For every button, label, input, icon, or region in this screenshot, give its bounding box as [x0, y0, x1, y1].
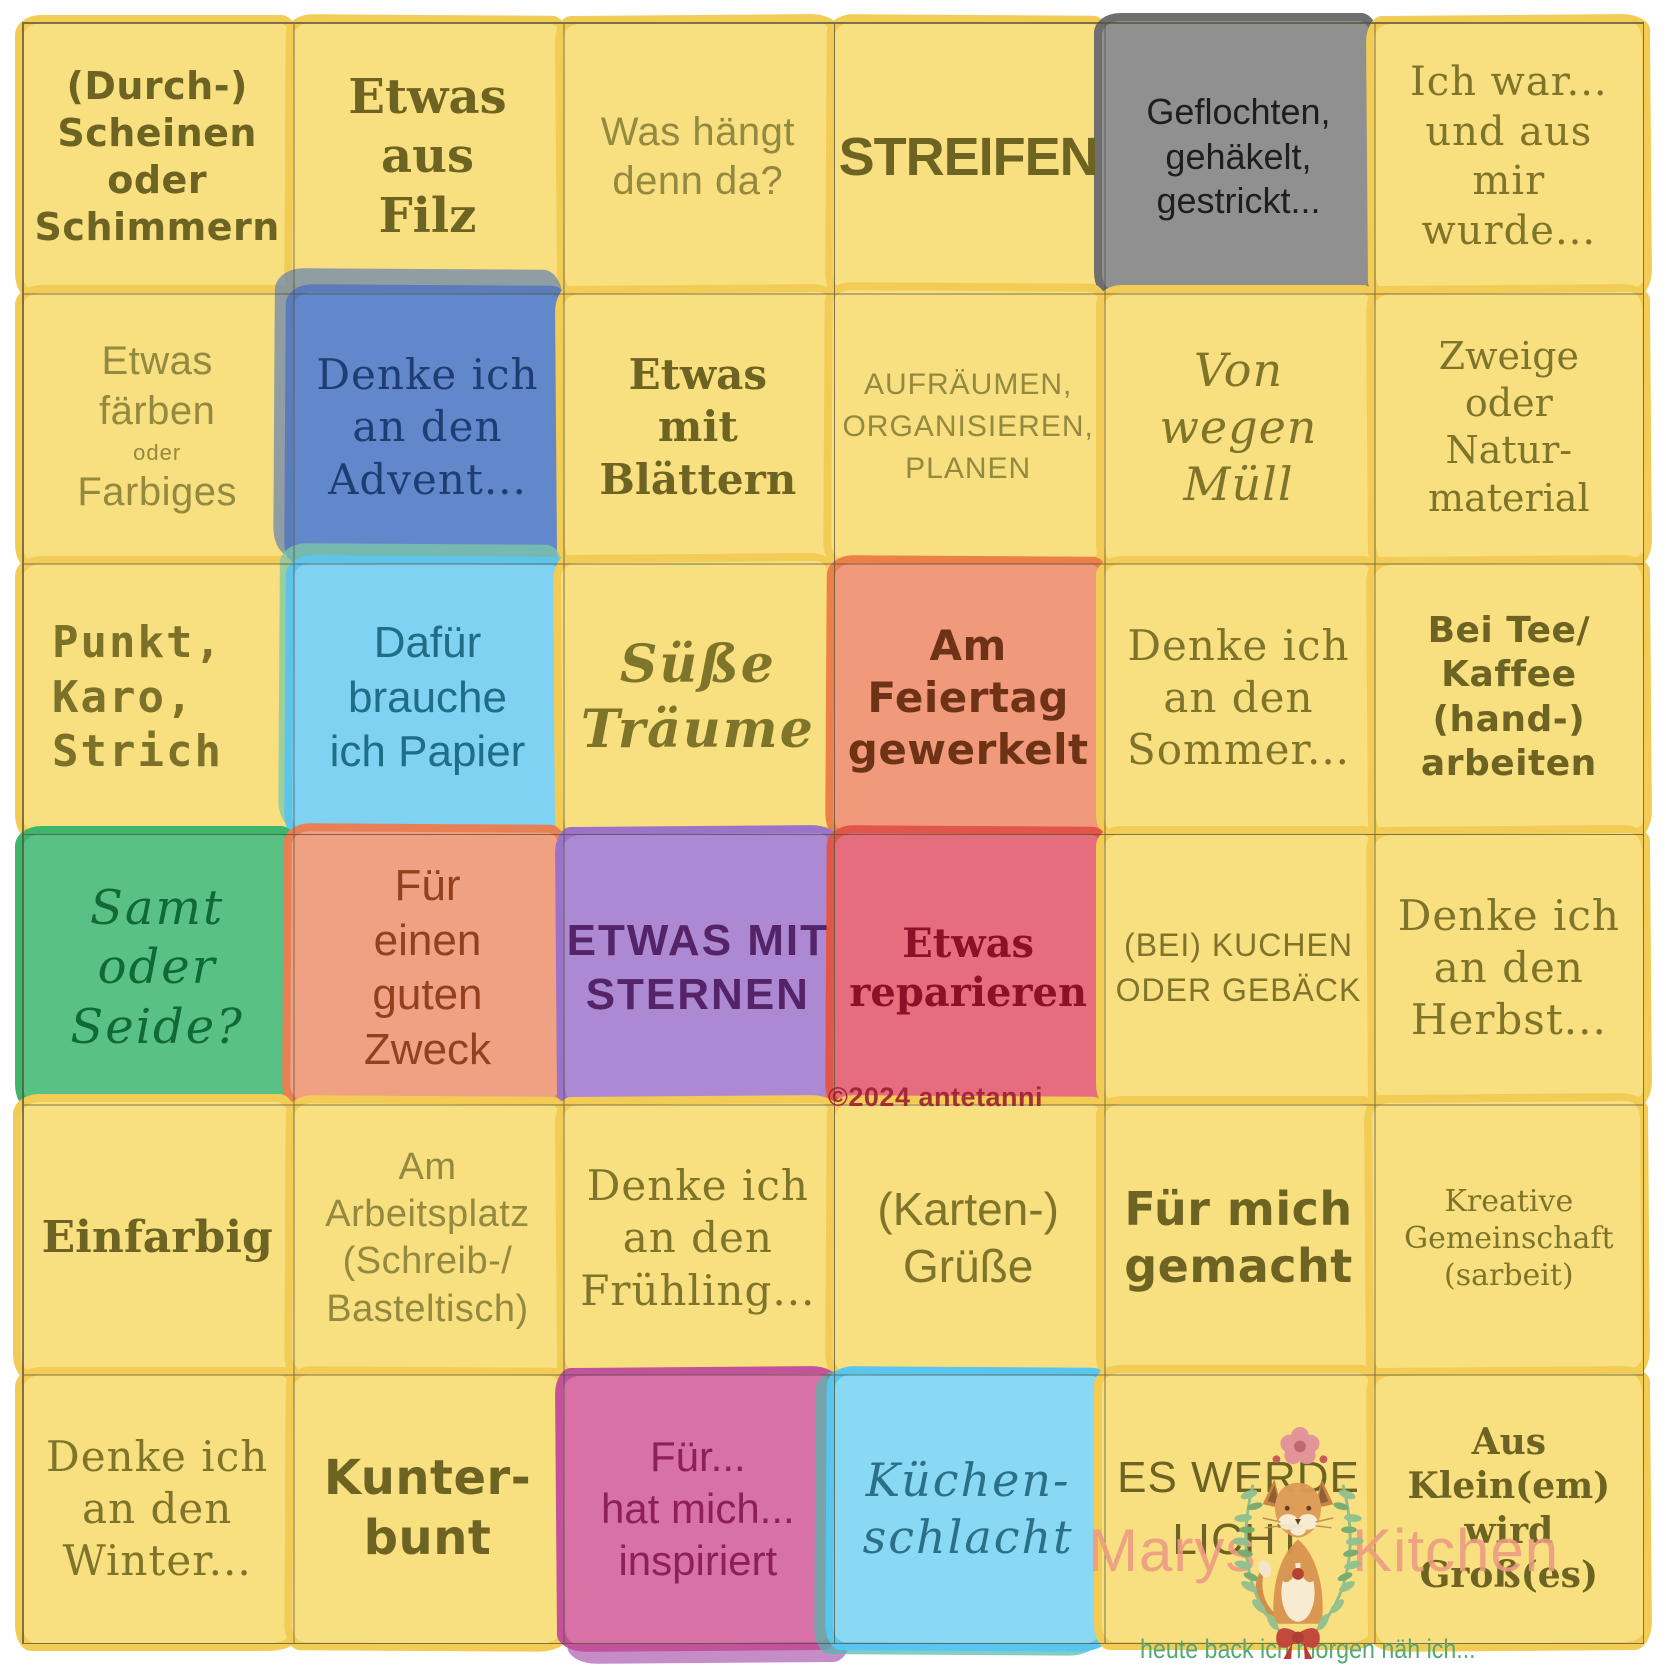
cell-text: STREIFEN	[838, 126, 1099, 187]
bingo-cell-r3c4[interactable]: Am Feiertag gewerkelt	[825, 554, 1112, 841]
bingo-cell-r2c5[interactable]: Von wegen Müll	[1096, 285, 1381, 570]
cell-text: Denke ich an den Herbst...	[1397, 891, 1620, 1045]
cell-text-small-word: oder	[133, 439, 182, 465]
bingo-cell-r2c1[interactable]: Etwas färben oder Farbiges	[15, 285, 300, 570]
bingo-cell-r5c5[interactable]: Für mich gemacht	[1096, 1096, 1381, 1381]
bingo-cell-r1c4[interactable]: STREIFEN	[825, 14, 1112, 301]
bingo-cell-r1c2[interactable]: Etwas aus Filz	[284, 14, 571, 301]
fox-illustration	[1255, 1478, 1334, 1624]
cell-text: (Karten-) Grüße	[877, 1183, 1059, 1293]
bingo-cell-r4c6[interactable]: Denke ich an den Herbst...	[1365, 824, 1653, 1112]
bingo-grid: (Durch-) Scheinen oder Schimmern Etwas a…	[13, 13, 1653, 1653]
cell-text: Etwas reparieren	[849, 919, 1088, 1017]
cell-text: (Durch-) Scheinen oder Schimmern	[34, 63, 280, 250]
bingo-cell-r2c6[interactable]: Zweige oder Natur- material	[1365, 284, 1653, 571]
cell-text: (BEI) KUCHEN ODER GEBÄCK	[1115, 927, 1362, 1009]
cell-text: Einfarbig	[41, 1212, 273, 1264]
cell-text: Dafür brauche ich Papier	[329, 618, 526, 777]
cell-text: Denke ich an den Sommer...	[1126, 620, 1351, 774]
cell-text: Etwas mit Blättern	[599, 350, 797, 504]
cell-text: Ich war... und aus mir wurde...	[1410, 58, 1608, 254]
brand-kitchen: Kitchen	[1352, 1517, 1560, 1584]
bingo-cell-r3c1[interactable]: Punkt, Karo, Strich	[15, 555, 300, 840]
bingo-cell-r4c1[interactable]: Samt oder Seide?	[15, 826, 300, 1111]
bingo-cell-r3c2[interactable]: Dafür brauche ich Papier	[284, 554, 571, 841]
cell-text: Für... hat mich... inspiriert	[600, 1432, 795, 1584]
cell-text: Geflochten, gehäkelt, gestrickt...	[1146, 91, 1331, 222]
bingo-cell-r2c4[interactable]: AUFRÄUMEN, ORGANISIEREN, PLANEN	[823, 282, 1110, 570]
cell-text-line: Etwas färben	[98, 339, 216, 434]
cell-text: Was hängt denn da?	[600, 109, 795, 204]
fox-wreath-logo-icon	[1232, 1426, 1364, 1659]
cell-text: Bei Tee/ Kaffee (hand-) arbeiten	[1420, 609, 1597, 785]
cell-text: Küchen- schlacht	[862, 1452, 1074, 1564]
cell-text: Zweige oder Natur- material	[1428, 334, 1590, 520]
bingo-cell-r5c3[interactable]: Denke ich an den Frühling...	[554, 1095, 842, 1382]
bingo-cell-r1c1[interactable]: (Durch-) Scheinen oder Schimmern	[15, 15, 300, 300]
cell-text-line: Farbiges	[77, 469, 237, 514]
cell-text: Etwas färben oder Farbiges	[24, 294, 290, 560]
wreath-bow	[1276, 1628, 1320, 1659]
bingo-cell-r5c6[interactable]: Kreative Gemeinschaft (sarbeit)	[1363, 1093, 1651, 1381]
cell-text: Süße Träume	[580, 634, 815, 760]
cell-text: Am Arbeitsplatz (Schreib-/ Basteltisch)	[325, 1146, 530, 1330]
copyright-watermark: ©2024 antetanni	[828, 1082, 1043, 1112]
cell-text: Am Feiertag gewerkelt	[847, 620, 1089, 774]
bingo-cell-r2c2[interactable]: Denke ich an den Advent...	[284, 284, 571, 571]
cell-text: Denke ich an den Winter...	[46, 1431, 269, 1585]
bingo-cell-r6c4[interactable]: Küchen- schlacht	[825, 1365, 1112, 1652]
bingo-cell-r6c3[interactable]: Für... hat mich... inspiriert	[554, 1365, 842, 1653]
cell-text: Für einen guten Zweck	[363, 861, 492, 1074]
cell-text: Etwas aus Filz	[348, 68, 507, 244]
bingo-cell-r3c3[interactable]: Süße Träume	[552, 552, 840, 841]
bingo-cell-r4c5[interactable]: (BEI) KUCHEN ODER GEBÄCK	[1096, 826, 1381, 1111]
cell-text: Für mich gemacht	[1124, 1182, 1353, 1294]
bingo-cell-r1c5[interactable]: Geflochten, gehäkelt, gestrickt...	[1094, 13, 1379, 299]
bingo-cell-r4c3[interactable]: ETWAS MIT STERNEN	[554, 824, 842, 1112]
wreath-flower	[1272, 1426, 1328, 1465]
cell-text: Von wegen Müll	[1159, 342, 1318, 511]
bingo-cell-r5c4[interactable]: (Karten-) Grüße	[825, 1095, 1112, 1382]
cell-text: Samt oder Seide?	[70, 879, 244, 1055]
cell-text: AUFRÄUMEN, ORGANISIEREN, PLANEN	[842, 368, 1094, 486]
cell-text: ETWAS MIT STERNEN	[566, 915, 830, 1020]
bingo-cell-r3c5[interactable]: Denke ich an den Sommer...	[1096, 555, 1381, 840]
bingo-cell-r6c2[interactable]: Kunter- bunt	[284, 1365, 571, 1652]
bingo-cell-r1c3[interactable]: Was hängt denn da?	[554, 13, 842, 301]
bingo-cell-r3c6[interactable]: Bei Tee/ Kaffee (hand-) arbeiten	[1365, 554, 1653, 842]
cell-text: Punkt, Karo, Strich	[52, 617, 223, 778]
bingo-cell-r6c6[interactable]: Aus Klein(em) wird Groß(es)	[1365, 1365, 1653, 1653]
bingo-cell-r5c2[interactable]: Am Arbeitsplatz (Schreib-/ Basteltisch)	[284, 1095, 571, 1382]
bingo-cell-r2c3[interactable]: Etwas mit Blättern	[554, 284, 842, 571]
bingo-cell-r1c6[interactable]: Ich war... und aus mir wurde...	[1365, 13, 1653, 301]
cell-text: Denke ich an den Advent...	[316, 350, 539, 504]
bingo-cell-r4c2[interactable]: Für einen guten Zweck	[282, 823, 569, 1111]
bingo-cell-r6c1[interactable]: Denke ich an den Winter...	[15, 1366, 300, 1651]
cell-text: Kreative Gemeinschaft (sarbeit)	[1404, 1183, 1614, 1294]
cell-text: Denke ich an den Frühling...	[580, 1161, 816, 1315]
bingo-cell-r5c1[interactable]: Einfarbig	[13, 1094, 298, 1380]
cell-text: Aus Klein(em) wird Groß(es)	[1407, 1420, 1611, 1597]
bingo-cell-r4c4[interactable]: Etwas reparieren	[825, 825, 1112, 1112]
cell-text: Kunter- bunt	[323, 1450, 532, 1566]
